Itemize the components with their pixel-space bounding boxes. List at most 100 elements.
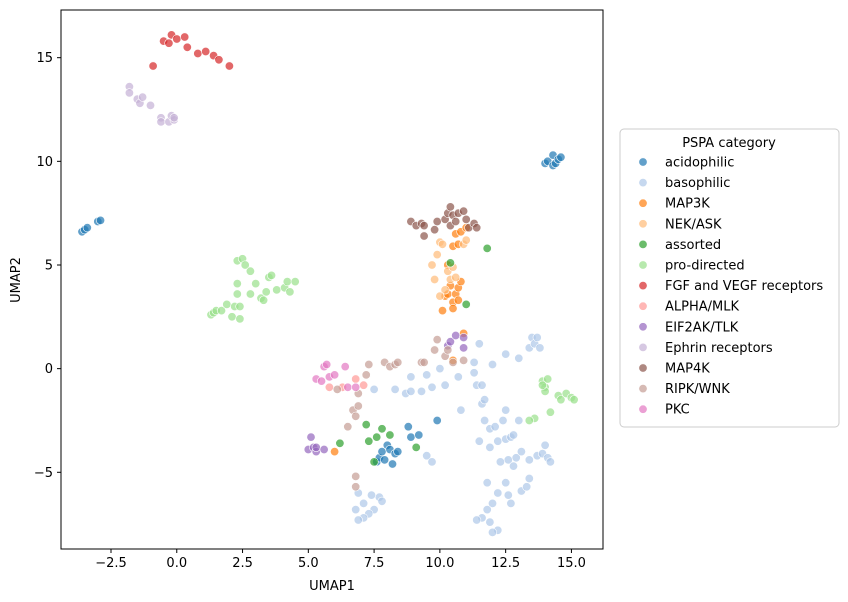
points-layer bbox=[77, 30, 579, 537]
scatter-point-1-73 bbox=[406, 372, 416, 382]
scatter-point-8-8 bbox=[451, 330, 461, 340]
scatter-point-12-5 bbox=[330, 370, 340, 380]
legend-marker-8 bbox=[638, 322, 648, 332]
scatter-point-6-5 bbox=[180, 32, 190, 42]
y-tick-label-0: −5 bbox=[34, 466, 53, 481]
scatter-point-10-12 bbox=[451, 217, 461, 227]
scatter-point-3-7 bbox=[451, 272, 461, 282]
legend-marker-3 bbox=[638, 219, 648, 229]
scatter-point-1-40 bbox=[508, 461, 518, 471]
scatter-point-10-14 bbox=[459, 206, 469, 216]
scatter-point-10-3 bbox=[419, 231, 429, 241]
scatter-point-1-39 bbox=[514, 415, 524, 425]
scatter-point-3-1 bbox=[432, 250, 442, 260]
scatter-point-6-11 bbox=[224, 61, 234, 71]
scatter-point-1-37 bbox=[532, 332, 542, 342]
scatter-point-1-62 bbox=[377, 496, 387, 506]
scatter-point-1-57 bbox=[485, 442, 495, 452]
scatter-point-11-3 bbox=[351, 411, 361, 421]
scatter-point-11-14 bbox=[430, 345, 440, 355]
scatter-point-8-0 bbox=[306, 432, 316, 442]
scatter-point-12-3 bbox=[322, 359, 332, 369]
x-tick-label-1: 0.0 bbox=[166, 556, 187, 571]
scatter-point-6-7 bbox=[193, 48, 203, 58]
scatter-point-0-2 bbox=[82, 223, 92, 233]
scatter-point-6-8 bbox=[201, 46, 211, 56]
legend-label-9: Ephrin receptors bbox=[665, 341, 773, 356]
scatter-point-5-5 bbox=[227, 312, 237, 322]
scatter-point-5-8 bbox=[235, 301, 245, 311]
x-tick-label-6: 12.5 bbox=[491, 556, 520, 571]
scatter-point-9-1 bbox=[124, 88, 134, 98]
scatter-point-11-4 bbox=[353, 401, 363, 411]
scatter-point-1-58 bbox=[474, 436, 484, 446]
legend-label-12: PKC bbox=[665, 403, 690, 418]
scatter-point-1-30 bbox=[477, 380, 487, 390]
scatter-point-1-32 bbox=[501, 349, 511, 359]
scatter-point-5-19 bbox=[261, 287, 271, 297]
scatter-point-6-6 bbox=[182, 42, 192, 52]
legend-label-10: MAP4K bbox=[665, 362, 710, 377]
scatter-point-11-19 bbox=[459, 355, 469, 365]
scatter-point-12-1 bbox=[316, 376, 326, 386]
scatter-point-2-7 bbox=[453, 295, 463, 305]
scatter-point-11-0 bbox=[332, 384, 342, 394]
scatter-point-7-0 bbox=[324, 382, 334, 392]
legend-marker-12 bbox=[638, 404, 648, 414]
scatter-point-1-25 bbox=[540, 440, 550, 450]
scatter-point-5-15 bbox=[245, 289, 255, 299]
legend-marker-2 bbox=[638, 198, 648, 208]
scatter-point-0-11 bbox=[556, 152, 566, 162]
scatter-point-1-43 bbox=[487, 498, 497, 508]
scatter-point-7-3 bbox=[359, 380, 369, 390]
scatter-point-11-6 bbox=[361, 370, 371, 380]
legend-marker-0 bbox=[638, 157, 648, 167]
scatter-point-1-59 bbox=[422, 451, 432, 461]
x-tick-label-0: −2.5 bbox=[95, 556, 127, 571]
scatter-point-1-27 bbox=[545, 457, 555, 467]
scatter-point-1-3 bbox=[406, 386, 416, 396]
scatter-point-0-20 bbox=[393, 447, 403, 457]
scatter-point-11-17 bbox=[443, 345, 453, 355]
scatter-point-11-18 bbox=[448, 357, 458, 367]
scatter-point-0-21 bbox=[403, 422, 413, 432]
y-tick-label-4: 15 bbox=[36, 51, 53, 66]
scatter-point-5-3 bbox=[217, 306, 227, 316]
x-tick-label-5: 10.0 bbox=[425, 556, 454, 571]
scatter-point-1-38 bbox=[535, 343, 545, 353]
y-tick-label-3: 10 bbox=[36, 155, 53, 170]
scatter-point-1-49 bbox=[487, 527, 497, 537]
legend-title: PSPA category bbox=[682, 136, 776, 151]
y-axis-label: UMAP2 bbox=[9, 257, 24, 303]
scatter-point-5-14 bbox=[245, 266, 255, 276]
scatter-point-2-4 bbox=[448, 303, 458, 313]
scatter-point-5-38 bbox=[569, 395, 579, 405]
scatter-point-6-0 bbox=[148, 61, 158, 71]
scatter-point-6-2 bbox=[164, 38, 174, 48]
scatter-point-11-1 bbox=[343, 422, 353, 432]
scatter-point-2-16 bbox=[330, 447, 340, 457]
scatter-point-10-9 bbox=[445, 202, 455, 212]
scatter-point-1-8 bbox=[469, 368, 479, 378]
x-tick-label-2: 2.5 bbox=[232, 556, 253, 571]
scatter-point-1-0 bbox=[369, 384, 379, 394]
x-axis-label: UMAP1 bbox=[309, 579, 355, 594]
legend: PSPA category acidophilic basophilic MAP3K… bbox=[619, 128, 840, 428]
scatter-point-1-60 bbox=[427, 457, 437, 467]
legend-marker-5 bbox=[638, 260, 648, 270]
scatter-point-10-18 bbox=[472, 223, 482, 233]
scatter-point-12-6 bbox=[340, 362, 350, 372]
legend-marker-10 bbox=[638, 363, 648, 373]
scatter-point-2-18 bbox=[437, 306, 447, 316]
scatter-point-1-4 bbox=[416, 386, 426, 396]
scatter-point-10-4 bbox=[419, 221, 429, 231]
ticks-layer: −2.5 0.0 2.5 5.0 7.5 10.0 12.5 15.0 −5 0 5 10 15 bbox=[34, 51, 586, 571]
scatter-point-4-2 bbox=[369, 457, 379, 467]
scatter-point-1-46 bbox=[472, 515, 482, 525]
scatter-point-8-9 bbox=[459, 332, 469, 342]
legend-label-8: EIF2AK/TLK bbox=[665, 320, 739, 335]
scatter-point-7-2 bbox=[351, 374, 361, 384]
scatter-point-3-12 bbox=[461, 235, 471, 245]
scatter-point-4-1 bbox=[364, 436, 374, 446]
